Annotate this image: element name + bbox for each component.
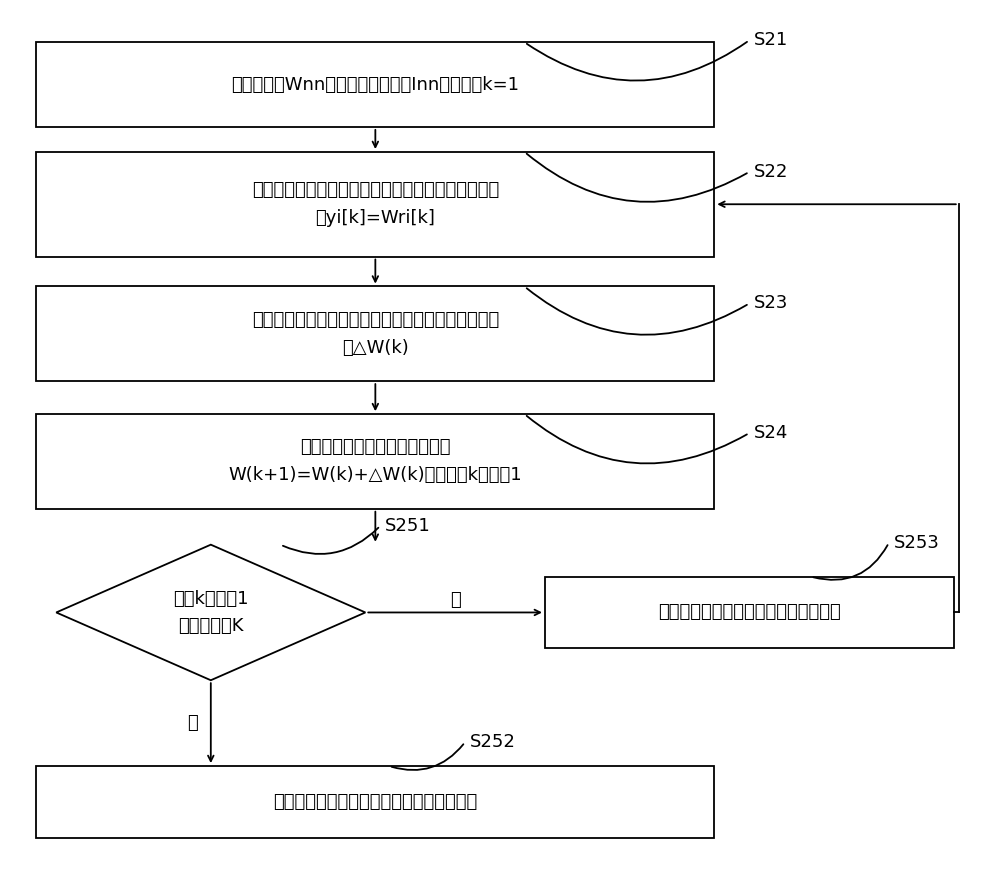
Text: 将更新后的分离矩阵作为初始分离矩阵: 将更新后的分离矩阵作为初始分离矩阵 — [658, 603, 841, 621]
Text: S253: S253 — [894, 534, 940, 552]
FancyBboxPatch shape — [36, 42, 714, 127]
Text: S251: S251 — [385, 517, 431, 535]
FancyBboxPatch shape — [36, 152, 714, 256]
FancyBboxPatch shape — [545, 576, 954, 648]
Text: 阵yi[k]=Wri[k]: 阵yi[k]=Wri[k] — [315, 209, 435, 227]
Text: 判断k的值加1: 判断k的值加1 — [173, 589, 249, 608]
Text: 将分离矩阵Wnn初始化为单位矩阵Inn，并且令k=1: 将分离矩阵Wnn初始化为单位矩阵Inn，并且令k=1 — [231, 76, 519, 93]
Text: 根据自然梯度增量更新分离矩阵: 根据自然梯度增量更新分离矩阵 — [300, 439, 451, 456]
Text: 后是否大于K: 后是否大于K — [178, 618, 244, 635]
Polygon shape — [56, 544, 365, 680]
Text: W(k+1)=W(k)+△W(k)，并且将k的值加1: W(k+1)=W(k)+△W(k)，并且将k的值加1 — [229, 466, 522, 485]
Text: S23: S23 — [754, 294, 789, 313]
Text: 根据混叠信号矩阵，用分离矩阵计算源信号估计值矩: 根据混叠信号矩阵，用分离矩阵计算源信号估计值矩 — [252, 181, 499, 199]
Text: 是: 是 — [187, 714, 198, 732]
Text: 量△W(k): 量△W(k) — [342, 339, 409, 357]
Text: S252: S252 — [470, 733, 516, 751]
FancyBboxPatch shape — [36, 286, 714, 381]
Text: S24: S24 — [754, 424, 789, 442]
Text: 根据源信号估计值矩阵和分离矩阵，计算自然梯度增: 根据源信号估计值矩阵和分离矩阵，计算自然梯度增 — [252, 311, 499, 329]
Text: 将更新后的分离矩阵作为计算后的分离矩阵: 将更新后的分离矩阵作为计算后的分离矩阵 — [273, 793, 477, 811]
Text: S21: S21 — [754, 31, 789, 49]
FancyBboxPatch shape — [36, 766, 714, 838]
FancyBboxPatch shape — [36, 414, 714, 509]
Text: S22: S22 — [754, 163, 789, 181]
Text: 否: 否 — [450, 591, 461, 610]
